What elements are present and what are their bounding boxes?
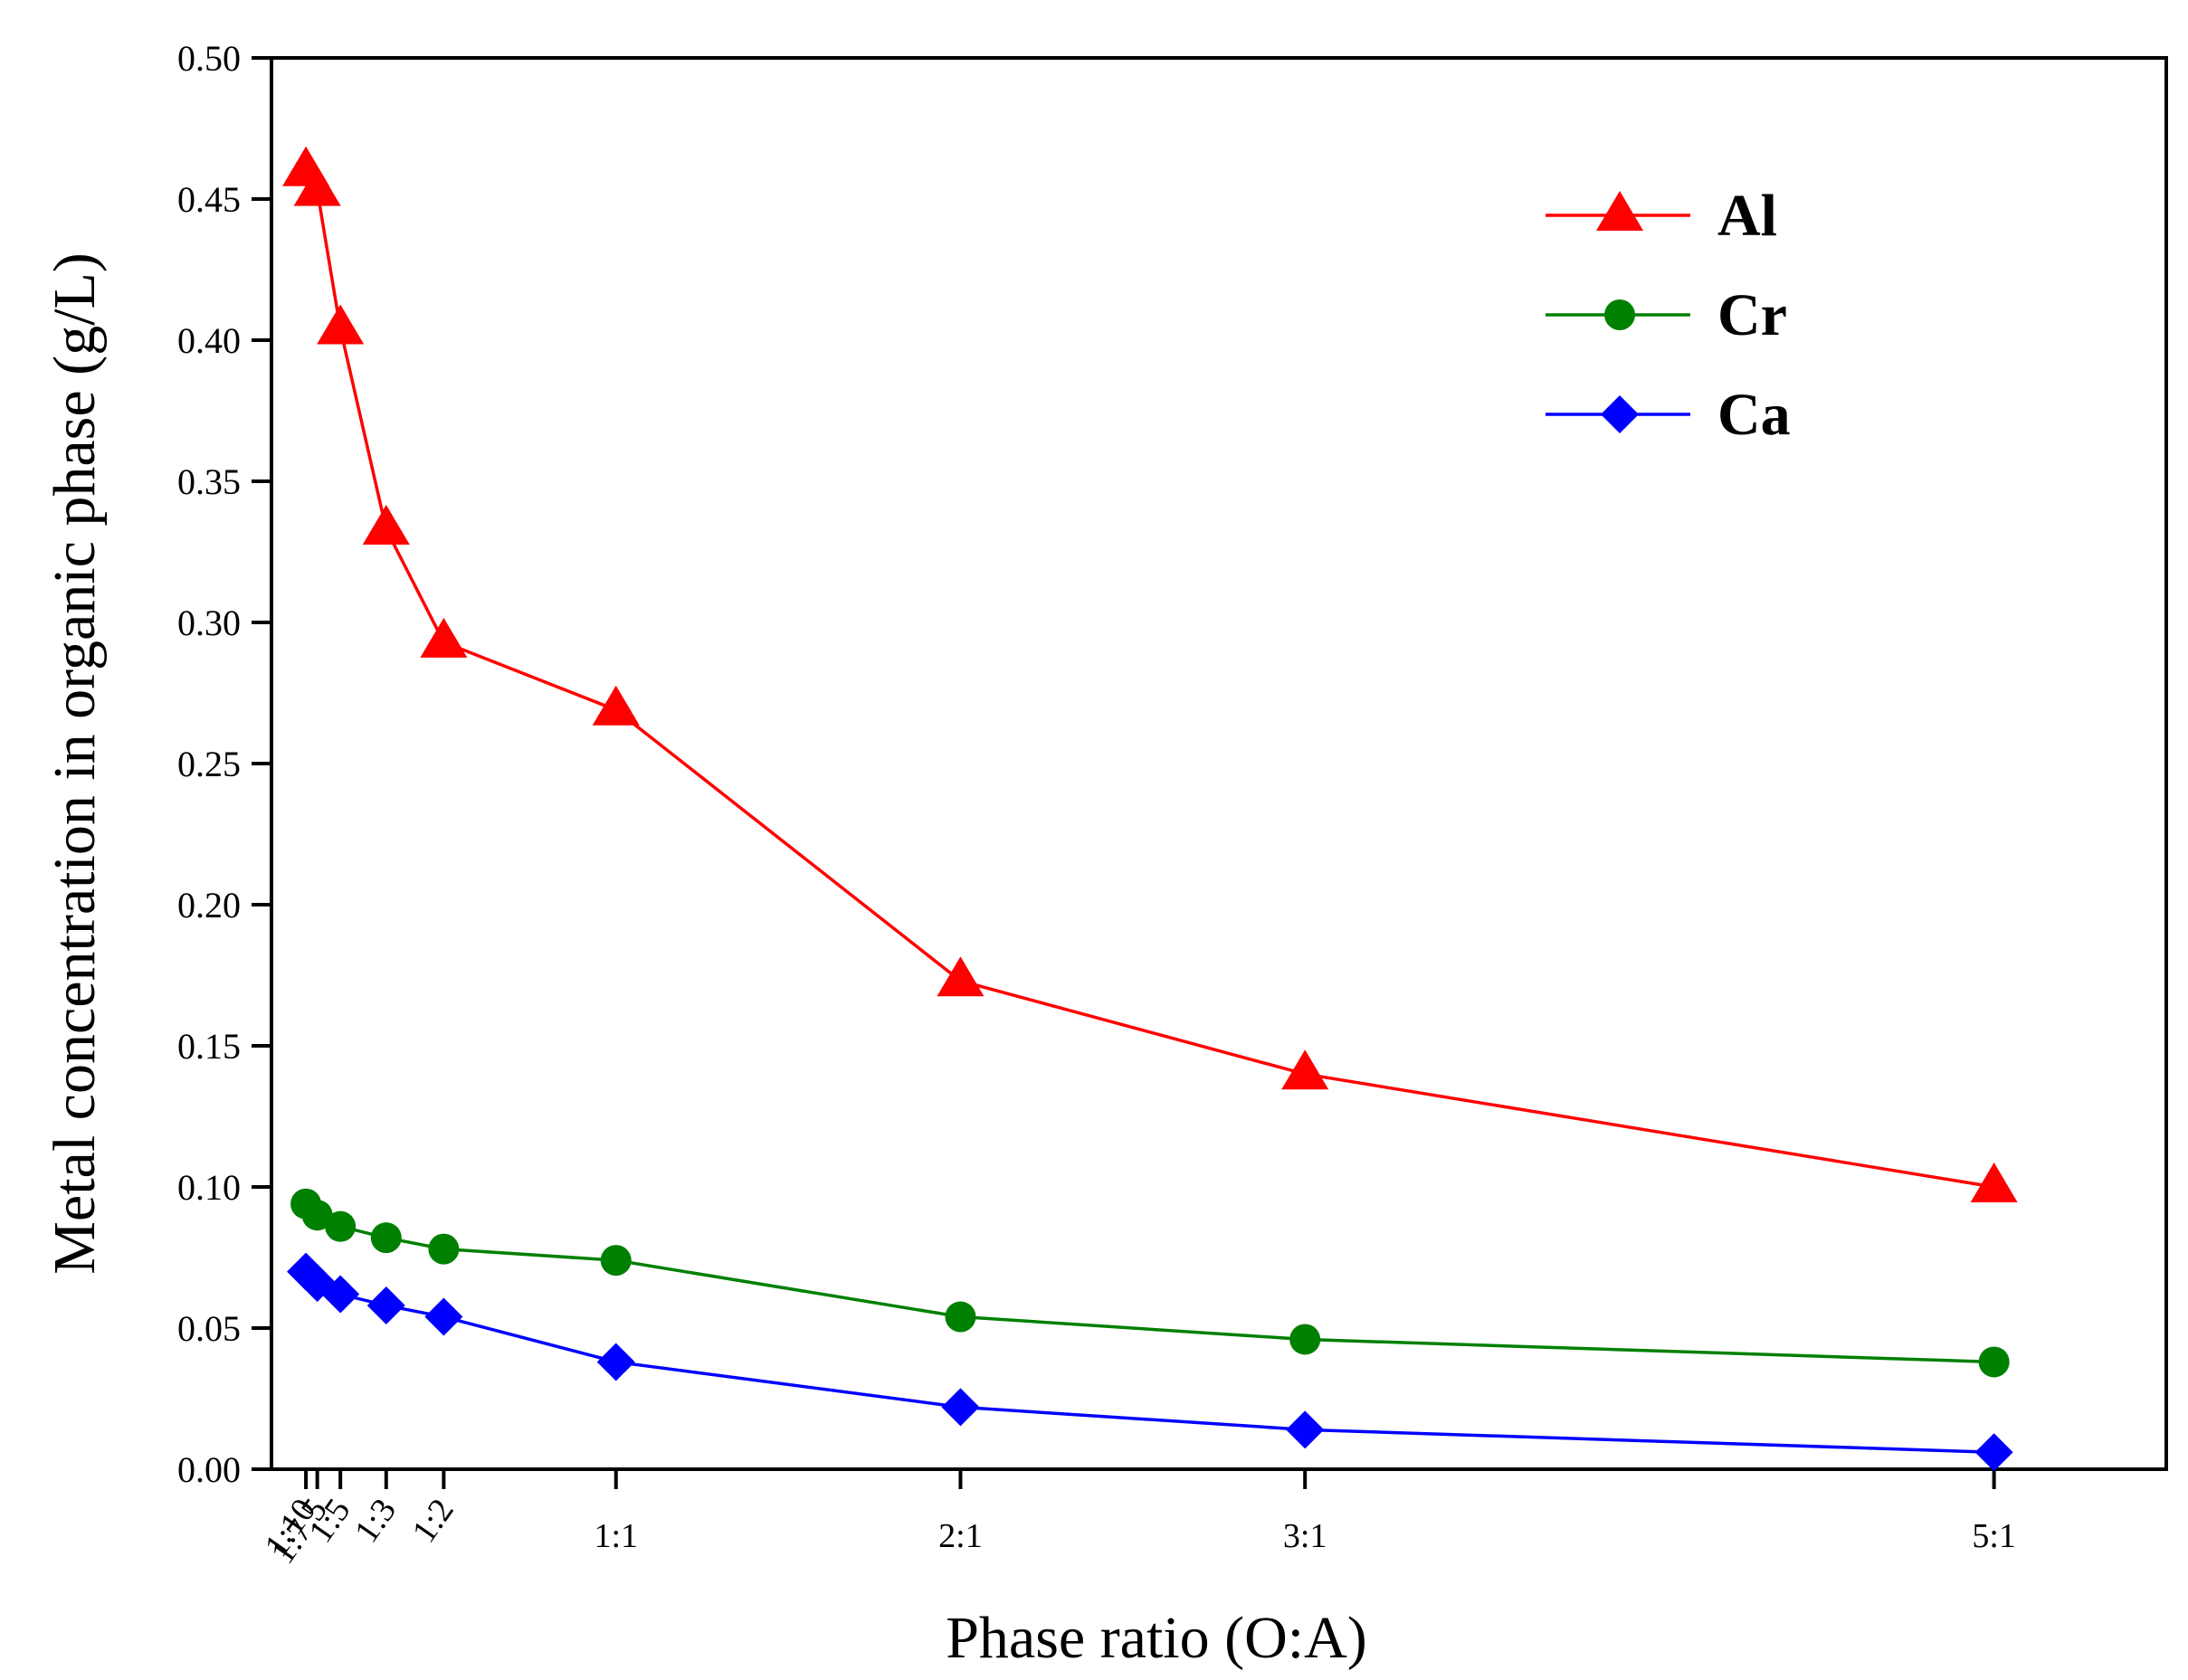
legend-marker-al: [1596, 191, 1643, 231]
data-point-al: [420, 617, 468, 658]
x-tick-label: 3:1: [1283, 1517, 1327, 1555]
y-tick-label: 0.20: [177, 885, 241, 925]
y-tick-label: 0.00: [177, 1449, 241, 1490]
y-axis: 0.00 0.05 0.10 0.15 0.20 0.25 0.30 0.35 0.40 0.45…: [177, 38, 271, 1490]
data-point-ca: [596, 1343, 635, 1381]
series-line-ca: [304, 1270, 1994, 1455]
y-tick-label: 0.40: [177, 320, 241, 361]
legend-label-cr: Cr: [1717, 282, 1787, 348]
data-point-al: [937, 956, 985, 997]
y-tick-label: 0.10: [177, 1167, 241, 1208]
x-axis-title: Phase ratio (O:A): [946, 1605, 1367, 1671]
y-tick-label: 0.05: [177, 1308, 241, 1349]
y-tick-label: 0.30: [177, 603, 241, 643]
y-tick-label: 0.50: [177, 38, 241, 79]
y-axis-title: Metal concentration in organic phase (g/…: [42, 252, 108, 1275]
data-point-al: [1970, 1163, 2018, 1202]
data-point-al: [592, 685, 640, 726]
data-point-ca: [941, 1388, 980, 1427]
y-tick-label: 0.45: [177, 179, 241, 220]
data-point-al: [317, 304, 365, 345]
data-point-cr: [600, 1245, 632, 1277]
data-point-al: [362, 505, 410, 546]
y-tick-label: 0.25: [177, 744, 241, 784]
series-layer: [282, 146, 2018, 1472]
x-tick-label: 1:3: [347, 1492, 404, 1550]
data-point-al: [293, 166, 341, 206]
data-point-ca: [424, 1297, 463, 1336]
data-point-cr: [945, 1301, 976, 1333]
legend-marker-ca: [1601, 395, 1639, 433]
x-tick-label: 1:1: [594, 1517, 638, 1555]
y-tick-label: 0.15: [177, 1026, 241, 1067]
series-cr: [290, 1188, 2010, 1378]
data-point-al: [1281, 1049, 1329, 1090]
series-ca: [287, 1252, 2013, 1472]
series-line-cr: [304, 1202, 1994, 1364]
legend-label-ca: Ca: [1717, 382, 1791, 448]
series-al: [282, 146, 2018, 1202]
legend: Al Cr Ca: [1546, 183, 1791, 448]
y-tick-label: 0.35: [177, 461, 241, 502]
x-tick-label: 5:1: [1972, 1517, 2016, 1555]
data-point-cr: [1978, 1346, 2010, 1378]
data-point-cr: [325, 1210, 357, 1242]
data-point-ca: [366, 1286, 405, 1325]
data-point-ca: [1286, 1410, 1325, 1449]
x-tick-label: 2:1: [938, 1517, 983, 1555]
legend-label-al: Al: [1717, 183, 1777, 249]
data-point-cr: [428, 1233, 460, 1265]
data-point-cr: [1289, 1324, 1321, 1355]
data-point-cr: [301, 1200, 333, 1231]
legend-marker-cr: [1604, 299, 1635, 330]
x-tick-label: 1:2: [404, 1492, 461, 1550]
x-axis: 1:101:7.51:51:3 1:2 1:1 2:1 3:1 5:1: [257, 1469, 2016, 1571]
data-point-cr: [370, 1222, 402, 1254]
data-point-ca: [321, 1275, 360, 1314]
data-point-ca: [1974, 1433, 2013, 1472]
